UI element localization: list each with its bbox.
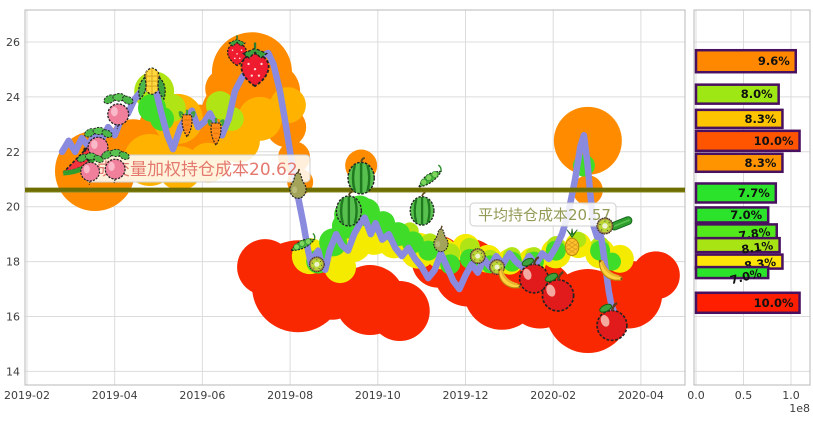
volume-bar-pct: 8.3%: [745, 112, 777, 126]
price-line: [58, 49, 617, 315]
volume-bar: [694, 83, 780, 105]
x-tick-label: 2020-02: [530, 389, 576, 402]
volume-x-tick-label: 0.0: [687, 389, 705, 402]
vwap-cost-label: 成交量加权持仓成本20.62: [96, 160, 298, 180]
main-plot-border: [24, 9, 686, 386]
x-tick-label: 2020-04: [618, 389, 664, 402]
x-tick-label: 2019-04: [92, 389, 138, 402]
y-tick-label: 20: [6, 201, 20, 214]
x-tick-label: 2019-06: [179, 389, 225, 402]
volume-bar-pct: 7.0%: [730, 208, 762, 222]
volume-bubble: [237, 239, 294, 296]
volume-x-tick-label: 1.0: [782, 389, 800, 402]
volume-bar-pct: 8.3%: [745, 156, 777, 170]
volume-bubble: [269, 87, 306, 124]
x-tick-label: 2019-08: [267, 389, 313, 402]
y-tick-label: 24: [6, 91, 20, 104]
volume-bar-pct: 10.0%: [754, 134, 794, 148]
y-tick-label: 18: [6, 256, 20, 269]
volume-bar-pct: 9.6%: [758, 54, 790, 68]
volume-bar: [694, 129, 801, 153]
axis-ticks-layer: 2019-02 2019-04 2019-06 2019-08 2019-10 2019-…: [4, 36, 810, 415]
volume-bubble: [631, 251, 680, 300]
volume-bar: [694, 206, 770, 224]
y-tick-label: 26: [6, 36, 20, 49]
kiwi-icon: [469, 248, 486, 264]
volume-bar: [694, 152, 784, 174]
volume-bar: [694, 108, 784, 130]
x-tick-label: 2019-12: [443, 389, 489, 402]
volume-plot-border: [693, 9, 811, 386]
volume-bar-pct: 8.0%: [741, 87, 773, 101]
volume-x-tick-label: 0.5: [735, 389, 753, 402]
volume-bar: [694, 236, 781, 254]
volume-bubble: [369, 281, 430, 342]
x-tick-label: 2019-02: [4, 389, 50, 402]
volume-bar-pct: 10.0%: [754, 296, 794, 310]
avg-cost-label: 平均持仓成本20.57: [478, 206, 611, 224]
y-tick-label: 22: [6, 146, 20, 159]
price-line-layer: [58, 49, 617, 315]
y-tick-label: 14: [6, 365, 20, 378]
kiwi-icon: [308, 256, 325, 273]
volume-bubble: [418, 240, 439, 261]
volume-bar-pct: 8.1%: [740, 238, 774, 256]
volume-bar: [694, 265, 770, 280]
volume-bar: [694, 48, 797, 74]
volume-bar: [694, 182, 778, 204]
volume-distribution-panel: 9.6%8.0%8.3%10.0%8.3%7.7%7.0%7.8%8.1%8.3…: [694, 48, 801, 315]
kiwi-icon: [596, 217, 614, 235]
volume-bar: [694, 291, 801, 315]
volume-axis-offset-label: 1e8: [789, 402, 810, 415]
avg-label-box: [469, 202, 617, 227]
y-tick-label: 16: [6, 311, 20, 324]
cost-labels: 成交量加权持仓成本20.62 平均持仓成本20.57: [85, 154, 617, 227]
x-tick-label: 2019-10: [355, 389, 401, 402]
volume-bar-pct: 7.7%: [738, 186, 770, 200]
